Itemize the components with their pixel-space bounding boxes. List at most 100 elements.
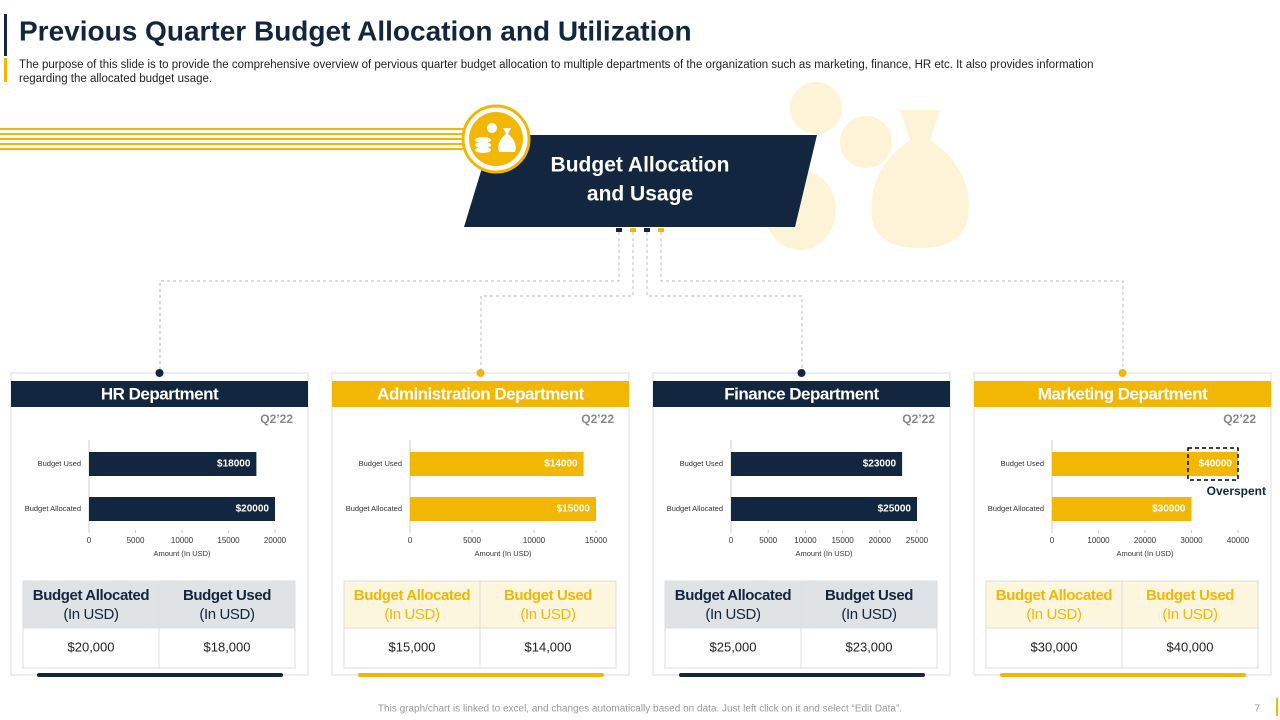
- panel-underline: [358, 673, 604, 677]
- x-axis-label: Amount (In USD): [474, 549, 532, 558]
- annotation: Overspent: [1207, 484, 1266, 498]
- value-label: $15000: [557, 504, 591, 515]
- table-header: (In USD): [520, 606, 576, 623]
- x-tick-label: 0: [1050, 536, 1055, 545]
- x-axis-label: Amount (In USD): [795, 549, 853, 558]
- connector-dots: [616, 228, 664, 232]
- title-accent: [4, 14, 7, 56]
- panel-title: HR Department: [101, 384, 219, 403]
- y-tick-label: Budget Used: [38, 459, 81, 468]
- center-banner: [464, 135, 817, 227]
- value-label: $14000: [544, 459, 578, 470]
- panel-underline: [1000, 673, 1246, 677]
- center-title: Budget Allocation: [551, 154, 730, 177]
- x-tick-label: 5000: [463, 536, 481, 545]
- x-tick-label: 30000: [1180, 536, 1203, 545]
- table-header: (In USD): [384, 606, 440, 623]
- x-axis-label: Amount (In USD): [1116, 549, 1174, 558]
- value-label: $40000: [1199, 459, 1233, 470]
- connectors: [159, 232, 1124, 372]
- value-label: $23000: [863, 459, 897, 470]
- table-header: Budget Used: [504, 587, 592, 604]
- decor-stripes: [0, 128, 470, 150]
- table-header: Budget Allocated: [996, 587, 1113, 604]
- table-header: Budget Allocated: [675, 587, 792, 604]
- y-tick-label: Budget Allocated: [25, 504, 81, 513]
- x-tick-label: 0: [87, 536, 92, 545]
- panel-title: Marketing Department: [1038, 384, 1208, 403]
- panel-underline: [679, 673, 925, 677]
- panel-header: [11, 381, 308, 407]
- x-tick-label: 5000: [127, 536, 145, 545]
- bar: [1052, 452, 1238, 476]
- x-tick-label: 20000: [1134, 536, 1157, 545]
- value-label: $30000: [1152, 504, 1186, 515]
- y-tick-label: Budget Used: [1001, 459, 1044, 468]
- table-cell: $30,000: [1031, 639, 1078, 654]
- table-cell: $23,000: [846, 639, 893, 654]
- footer-note: This graph/chart is linked to excel, and…: [378, 704, 902, 715]
- bar: [410, 497, 596, 521]
- table-cell: $40,000: [1167, 639, 1214, 654]
- table-header: Budget Used: [183, 587, 271, 604]
- slide-title: Previous Quarter Budget Allocation and U…: [19, 15, 692, 46]
- panel-dot: [476, 369, 485, 377]
- x-tick-label: 0: [408, 536, 413, 545]
- panel-dot: [155, 369, 164, 377]
- panel-underline: [37, 673, 283, 677]
- y-tick-label: Budget Allocated: [667, 504, 723, 513]
- panel-dot: [797, 369, 806, 377]
- bar: [89, 497, 275, 521]
- table-header: (In USD): [63, 606, 119, 623]
- table-cell: $14,000: [525, 639, 572, 654]
- bar: [1052, 497, 1192, 521]
- center-title: and Usage: [587, 183, 693, 206]
- table-header: (In USD): [841, 606, 897, 623]
- subtitle: Q2’22: [260, 412, 293, 426]
- x-tick-label: 0: [729, 536, 734, 545]
- table-header: (In USD): [1026, 606, 1082, 623]
- description: The purpose of this slide is to provide …: [19, 59, 1094, 71]
- value-label: $18000: [217, 459, 251, 470]
- x-tick-label: 25000: [906, 536, 929, 545]
- bar: [89, 452, 257, 476]
- x-tick-label: 10000: [1087, 536, 1110, 545]
- bar: [731, 452, 903, 476]
- x-tick-label: 10000: [171, 536, 194, 545]
- y-tick-label: Budget Used: [359, 459, 402, 468]
- x-tick-label: 5000: [759, 536, 777, 545]
- y-tick-label: Budget Used: [680, 459, 723, 468]
- table-header: (In USD): [705, 606, 761, 623]
- panel-title: Finance Department: [724, 384, 879, 403]
- x-tick-label: 10000: [523, 536, 546, 545]
- x-tick-label: 15000: [217, 536, 240, 545]
- table-cell: $15,000: [389, 639, 436, 654]
- panel-title: Administration Department: [377, 384, 584, 403]
- y-tick-label: Budget Allocated: [988, 504, 1044, 513]
- x-tick-label: 40000: [1227, 536, 1250, 545]
- panel-dot: [1118, 369, 1127, 377]
- panel-header: [974, 381, 1271, 407]
- table-header: Budget Used: [825, 587, 913, 604]
- icon-glyph: [475, 123, 516, 153]
- subtitle: Q2’22: [1223, 412, 1256, 426]
- annotation-box: [1187, 447, 1239, 481]
- x-tick-label: 10000: [794, 536, 817, 545]
- subtitle: Q2’22: [581, 412, 614, 426]
- x-tick-label: 15000: [831, 536, 854, 545]
- table-cell: $20,000: [68, 639, 115, 654]
- y-tick-label: Budget Allocated: [346, 504, 402, 513]
- value-label: $25000: [878, 504, 912, 515]
- panel-header: [653, 381, 950, 407]
- table-cell: $25,000: [710, 639, 757, 654]
- bar: [410, 452, 584, 476]
- x-tick-label: 20000: [869, 536, 892, 545]
- value-label: $20000: [236, 504, 270, 515]
- x-tick-label: 15000: [585, 536, 608, 545]
- table-header: (In USD): [1162, 606, 1218, 623]
- table-cell: $18,000: [204, 639, 251, 654]
- page-number: 7: [1254, 704, 1260, 715]
- description: regarding the allocated budget usage.: [19, 73, 212, 85]
- x-axis-label: Amount (In USD): [153, 549, 211, 558]
